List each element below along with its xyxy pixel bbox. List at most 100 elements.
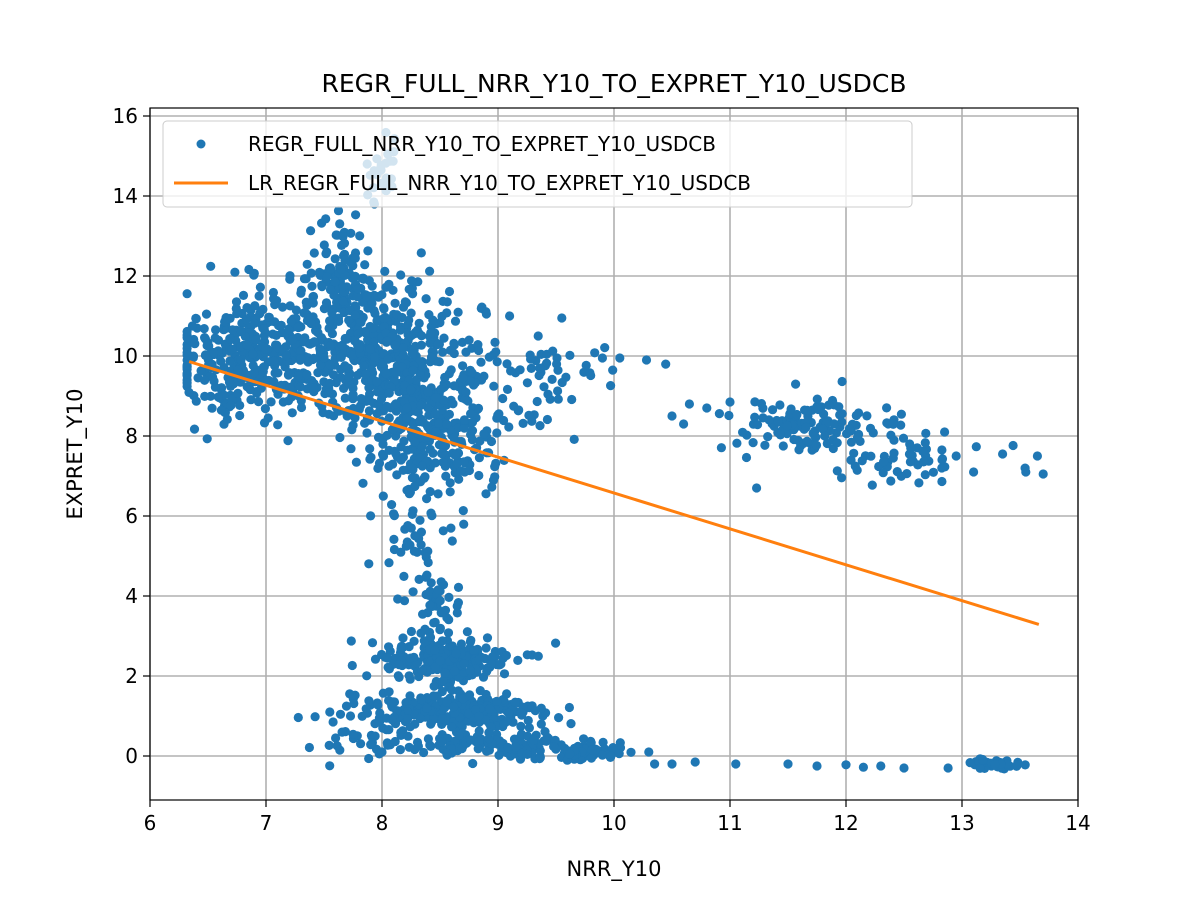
scatter-point	[407, 509, 417, 519]
scatter-point	[307, 281, 317, 291]
scatter-point	[322, 272, 332, 282]
scatter-point	[408, 587, 418, 597]
scatter-point	[446, 523, 456, 533]
scatter-point	[998, 449, 1008, 459]
scatter-point	[200, 375, 210, 385]
scatter-point	[422, 494, 432, 504]
scatter-point	[449, 666, 459, 676]
scatter-point	[449, 702, 459, 712]
scatter-point	[423, 403, 433, 413]
scatter-point	[420, 624, 430, 634]
scatter-point	[287, 408, 297, 418]
scatter-point	[600, 343, 610, 353]
scatter-point	[503, 742, 513, 753]
scatter-point	[418, 609, 428, 619]
scatter-point	[430, 617, 440, 627]
scatter-point	[428, 448, 438, 458]
scatter-point	[330, 277, 340, 287]
scatter-point	[347, 690, 357, 701]
scatter-point	[365, 396, 375, 406]
scatter-point	[837, 417, 847, 427]
scatter-point	[206, 261, 216, 271]
scatter-point	[255, 282, 265, 292]
scatter-point	[318, 408, 328, 418]
scatter-point	[403, 714, 413, 724]
scatter-point	[415, 515, 425, 525]
scatter-point	[182, 350, 192, 360]
x-tick-label: 11	[717, 811, 742, 835]
scatter-point	[440, 372, 450, 382]
scatter-point	[854, 408, 864, 418]
scatter-point	[888, 419, 898, 429]
scatter-point	[433, 585, 443, 595]
scatter-point	[484, 728, 494, 738]
scatter-point	[549, 741, 559, 752]
scatter-point	[437, 406, 448, 416]
scatter-point	[914, 478, 924, 488]
scatter-point	[402, 445, 413, 455]
scatter-point	[667, 759, 677, 769]
scatter-point	[535, 754, 545, 764]
scatter-point	[424, 310, 434, 320]
scatter-point	[425, 487, 435, 497]
scatter-point	[310, 712, 320, 722]
scatter-point	[504, 708, 514, 719]
scatter-point	[541, 736, 551, 746]
scatter-point	[522, 650, 532, 660]
scatter-point	[319, 240, 329, 250]
scatter-point	[283, 436, 293, 446]
legend-label-line: LR_REGR_FULL_NRR_Y10_TO_EXPRET_Y10_USDCB	[248, 171, 751, 195]
scatter-point	[327, 308, 337, 318]
scatter-point	[405, 691, 415, 701]
scatter-point	[460, 394, 470, 404]
scatter-point	[399, 436, 409, 446]
scatter-point	[464, 335, 474, 345]
scatter-point	[335, 432, 345, 443]
scatter-point	[387, 500, 397, 510]
scatter-point	[309, 353, 319, 363]
scatter-point	[459, 457, 469, 467]
scatter-point	[342, 411, 352, 421]
scatter-point	[360, 418, 370, 428]
scatter-point	[489, 381, 499, 391]
scatter-point	[309, 248, 319, 258]
scatter-point	[325, 761, 335, 771]
scatter-point	[557, 313, 567, 323]
scatter-point	[414, 574, 424, 585]
scatter-point	[384, 725, 394, 735]
scatter-point	[340, 393, 350, 403]
scatter-point	[778, 441, 788, 451]
scatter-point	[402, 413, 412, 423]
scatter-point	[417, 666, 427, 676]
scatter-point	[510, 697, 520, 707]
scatter-point	[367, 298, 377, 308]
scatter-point	[348, 390, 358, 400]
scatter-point	[684, 399, 695, 409]
scatter-point	[586, 738, 596, 748]
scatter-point	[644, 747, 654, 757]
scatter-point	[259, 418, 270, 428]
scatter-point	[758, 403, 768, 413]
y-tick-label: 12	[113, 264, 138, 288]
scatter-point	[325, 707, 335, 717]
scatter-point	[971, 442, 981, 452]
scatter-point	[459, 519, 469, 529]
scatter-point	[458, 373, 468, 383]
scatter-point	[476, 357, 486, 367]
scatter-point	[614, 749, 624, 759]
scatter-point	[357, 273, 367, 283]
scatter-point	[829, 419, 839, 429]
scatter-point	[384, 687, 394, 697]
scatter-point	[492, 696, 502, 707]
scatter-point	[389, 510, 399, 521]
scatter-point	[467, 368, 477, 378]
scatter-point	[416, 340, 426, 350]
scatter-point	[344, 315, 354, 325]
scatter-point	[351, 457, 361, 467]
scatter-point	[231, 297, 242, 307]
scatter-point	[390, 736, 400, 747]
scatter-point	[452, 601, 462, 611]
scatter-point	[184, 387, 194, 397]
scatter-point	[414, 318, 424, 328]
